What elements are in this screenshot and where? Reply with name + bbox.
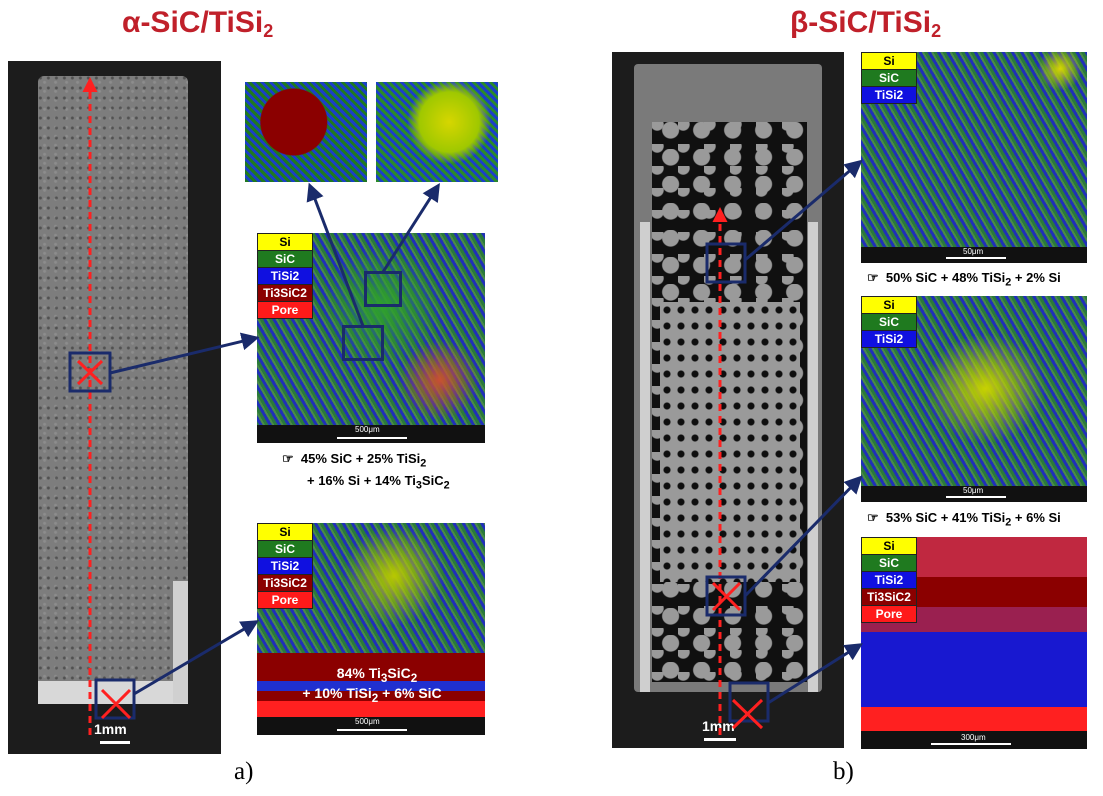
hand-pointer-icon: ☞ [867, 510, 879, 525]
sem-alpha-bottom-layer [38, 641, 188, 704]
alpha-sample-box-bottom [94, 678, 136, 720]
sem-alpha-scale-bar [100, 741, 130, 744]
legend-pore: Pore [257, 301, 313, 319]
legend-sic: SiC [861, 313, 917, 330]
panel-a-title: α-SiC/TiSi2 [122, 6, 273, 42]
legend-beta-2: Si SiC TiSi2 [861, 296, 917, 348]
legend-ti3sic2: Ti3SiC2 [257, 574, 313, 591]
alpha-arrow-detail-1 [306, 182, 365, 327]
beta-map-2-scale-label: 50μm [963, 486, 984, 495]
panel-b-title: β-SiC/TiSi2 [790, 6, 941, 42]
legend-sic: SiC [861, 69, 917, 86]
legend-sic: SiC [861, 554, 917, 571]
beta-map-2: Si SiC TiSi2 50μm [861, 296, 1087, 502]
sem-alpha-scale-label: 1mm [94, 721, 127, 737]
beta-arrow-mid [743, 475, 863, 598]
legend-tisi2: TiSi2 [861, 86, 917, 104]
beta-map-3-scale-label: 300μm [961, 733, 986, 742]
beta-map-1-scale-label: 50μm [963, 247, 984, 256]
legend-si: Si [861, 52, 917, 69]
beta-sample-box-top [705, 242, 747, 284]
alpha-bottom-overlay-line2: + 10% TiSi2 + 6% SiC [302, 685, 442, 705]
alpha-map-center: Si SiC TiSi2 Ti3SiC2 Pore 500μm [257, 233, 485, 443]
legend-beta-3: Si SiC TiSi2 Ti3SiC2 Pore [861, 537, 917, 623]
panel-a-title-text: α-SiC/TiSi [122, 6, 264, 39]
beta-map-1: Si SiC TiSi2 50μm [861, 52, 1087, 263]
legend-sic: SiC [257, 250, 313, 267]
legend-alpha-center: Si SiC TiSi2 Ti3SiC2 Pore [257, 233, 313, 319]
legend-si: Si [257, 523, 313, 540]
panel-b-title-text: β-SiC/TiSi [790, 6, 932, 39]
alpha-zoom-box-2 [364, 271, 402, 307]
alpha-center-caption-line2: + 16% Si + 14% Ti3SiC2 [307, 473, 450, 492]
legend-tisi2: TiSi2 [861, 330, 917, 348]
hand-pointer-icon: ☞ [282, 451, 294, 466]
legend-si: Si [861, 296, 917, 313]
alpha-arrow-mid [109, 332, 260, 375]
alpha-map-bottom: Si SiC TiSi2 Ti3SiC2 Pore 84% Ti3SiC2 + … [257, 523, 485, 735]
beta-arrow-bottom [767, 643, 864, 705]
alpha-arrow-detail-2 [381, 182, 440, 273]
alpha-x-mid [76, 359, 104, 386]
legend-tisi2: TiSi2 [861, 571, 917, 588]
legend-si: Si [861, 537, 917, 554]
panel-b-label: b) [833, 758, 854, 785]
sem-beta-core [660, 302, 800, 582]
sem-beta-scale-bar [704, 738, 736, 741]
panel-a-title-sub: 2 [263, 21, 274, 41]
legend-alpha-bottom: Si SiC TiSi2 Ti3SiC2 Pore [257, 523, 313, 609]
beta-arrow-top [744, 159, 863, 262]
alpha-zoom-box-1 [342, 325, 384, 361]
legend-sic: SiC [257, 540, 313, 557]
legend-ti3sic2: Ti3SiC2 [861, 588, 917, 605]
sem-beta-scale-label: 1mm [702, 718, 735, 734]
alpha-arrow-bottom [133, 620, 260, 696]
alpha-center-scale-bar [337, 437, 407, 439]
legend-ti3sic2: Ti3SiC2 [257, 284, 313, 301]
beta-map-3: Si SiC TiSi2 Ti3SiC2 Pore 300μm [861, 537, 1087, 749]
beta-map-2-scale-bar [946, 496, 1006, 498]
panel-a-label: a) [234, 758, 254, 785]
beta-map-3-scale-bar [931, 743, 1011, 745]
sem-image-alpha: 1mm [8, 61, 221, 754]
legend-pore: Pore [861, 605, 917, 623]
alpha-bottom-scale-bar [337, 729, 407, 731]
beta-map-2-caption: ☞ 53% SiC + 41% TiSi2 + 6% Si [867, 510, 1061, 529]
sem-image-beta: 1mm [612, 52, 844, 748]
legend-pore: Pore [257, 591, 313, 609]
beta-x-mid [711, 581, 742, 612]
beta-map-1-caption: ☞ 50% SiC + 48% TiSi2 + 2% Si [867, 270, 1061, 289]
legend-beta-1: Si SiC TiSi2 [861, 52, 917, 104]
alpha-bottom-scale-label: 500μm [355, 717, 380, 726]
beta-x-bottom [731, 698, 764, 730]
legend-si: Si [257, 233, 313, 250]
alpha-bottom-overlay-line1: 84% Ti3SiC2 [336, 665, 418, 685]
legend-tisi2: TiSi2 [257, 267, 313, 284]
alpha-x-bottom [100, 688, 132, 720]
legend-tisi2: TiSi2 [257, 557, 313, 574]
beta-map-1-scale-bar [946, 257, 1006, 259]
alpha-map-ti3sic2-detail [245, 82, 367, 182]
alpha-center-caption-line1: ☞ 45% SiC + 25% TiSi2 [282, 451, 427, 470]
alpha-center-scale-label: 500μm [355, 425, 380, 434]
hand-pointer-icon: ☞ [867, 270, 879, 285]
alpha-map-si-detail [376, 82, 498, 182]
panel-b-title-sub: 2 [931, 21, 942, 41]
